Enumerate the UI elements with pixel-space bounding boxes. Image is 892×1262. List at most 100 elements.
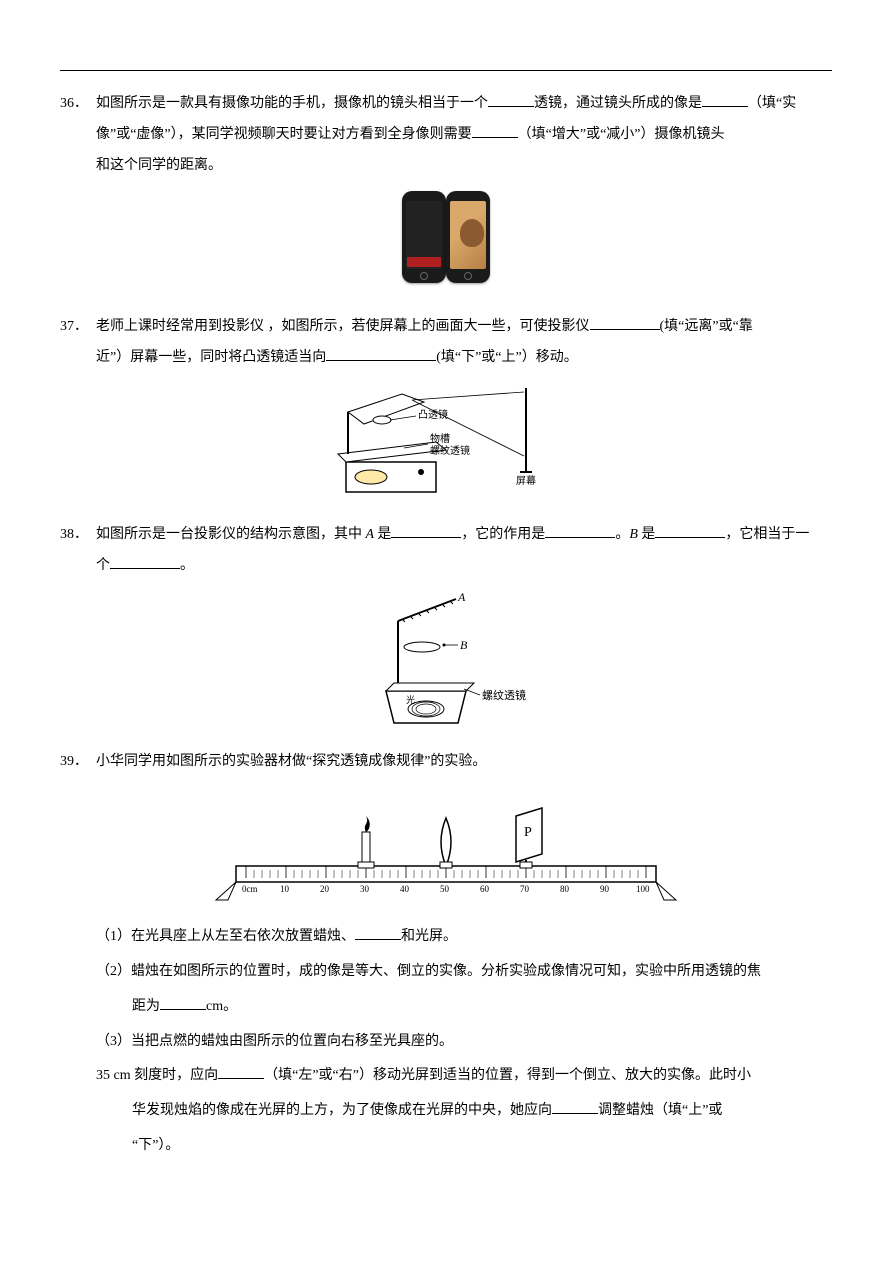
blank[interactable] (655, 524, 725, 538)
q39-s1b: 和光屏。 (401, 929, 457, 944)
q38-italic-b: B (629, 527, 641, 542)
q37-line2: 近”）屏幕一些，同时将凸透镜适当向 (填“下”或“上”）移动。 (96, 343, 832, 374)
blank[interactable] (110, 555, 180, 569)
q39-figure-bench: 0cm 10 20 30 40 50 60 70 80 90 100 (60, 788, 832, 908)
q36-figure-phones (60, 191, 832, 296)
q38-line1: 38． 如图所示是一台投影仪的结构示意图，其中 A 是，它的作用是。B 是，它相… (60, 520, 832, 551)
q38-italic-a: A (366, 527, 378, 542)
q36-t3: 和这个同学的距离。 (96, 158, 222, 173)
svg-text:80: 80 (560, 884, 570, 894)
candle-icon (358, 816, 374, 868)
question-38: 38． 如图所示是一台投影仪的结构示意图，其中 A 是，它的作用是。B 是，它相… (60, 520, 832, 732)
q39-s5a: 华发现烛焰的像成在光屏的上方，为了使像成在光屏的中央，她应向 (132, 1103, 552, 1118)
label-screen: 屏幕 (516, 474, 536, 487)
q39-s6: “下”）。 (132, 1138, 179, 1153)
q39-number: 39． (60, 747, 96, 778)
q39-s4a: 35 cm 刻度时，应向 (96, 1068, 218, 1083)
phone-left (402, 191, 446, 283)
q36-line3: 和这个同学的距离。 (96, 151, 832, 182)
q38-number: 38． (60, 520, 96, 551)
svg-text:光: 光 (406, 694, 415, 705)
svg-text:P: P (524, 825, 532, 840)
screen-icon: P (516, 808, 542, 868)
q36-body-line1: 如图所示是一款具有摄像功能的手机，摄像机的镜头相当于一个透镜，通过镜头所成的像是… (96, 89, 832, 120)
svg-text:90: 90 (600, 884, 610, 894)
label-fresnel-b: 螺纹透镜 (482, 688, 526, 702)
q38-body-line1: 如图所示是一台投影仪的结构示意图，其中 A 是，它的作用是。B 是，它相当于一 (96, 520, 832, 551)
q39-s3: （3）当把点燃的蜡烛由图所示的位置向右移至光具座的。 (96, 1034, 453, 1049)
label-objslot: 物槽 (430, 432, 450, 445)
q39-sub2-cont: 距为 cm。 (132, 992, 832, 1023)
phones-pair (402, 191, 490, 283)
q39-s1a: （1）在光具座上从左至右依次放置蜡烛、 (96, 929, 355, 944)
blank[interactable] (391, 524, 461, 538)
question-39: 39． 小华同学用如图所示的实验器材做“探究透镜成像规律”的实验。 (60, 747, 832, 1161)
phone-right-screen (450, 201, 486, 269)
svg-text:100: 100 (636, 884, 650, 894)
svg-text:30: 30 (360, 884, 370, 894)
blank[interactable] (545, 524, 615, 538)
q37-number: 37． (60, 312, 96, 343)
q37-t1a: 老师上课时经常用到投影仪 ，如图所示，若使屏幕上的画面大一些，可使投影仪 (96, 319, 590, 334)
q39-line1: 39． 小华同学用如图所示的实验器材做“探究透镜成像规律”的实验。 (60, 747, 832, 778)
projector-b-svg-icon: 光 A B 螺纹透镜 (346, 591, 546, 731)
svg-text:10: 10 (280, 884, 290, 894)
svg-text:50: 50 (440, 884, 450, 894)
label-a: A (457, 591, 466, 604)
q36-line1: 36． 如图所示是一款具有摄像功能的手机，摄像机的镜头相当于一个透镜，通过镜头所… (60, 89, 832, 120)
q37-t2b: (填“下”或“上”）移动。 (436, 350, 578, 365)
q37-body-line1: 老师上课时经常用到投影仪 ，如图所示，若使屏幕上的画面大一些，可使投影仪(填“远… (96, 312, 832, 343)
blank[interactable] (472, 124, 518, 138)
q38-t2a: 个 (96, 558, 110, 573)
q39-s2b: 距为 (132, 999, 160, 1014)
q39-sub3: （3）当把点燃的蜡烛由图所示的位置向右移至光具座的。 (96, 1027, 832, 1058)
phone-right-face-icon (460, 219, 484, 247)
q36-t2b: （填“增大”或“减小”）摄像机镜头 (518, 127, 725, 142)
q39-sub6: “下”）。 (132, 1131, 832, 1162)
phone-right-home-icon (464, 272, 472, 280)
svg-text:60: 60 (480, 884, 490, 894)
q37-figure-projector: 凸透镜 物槽 螺纹透镜 屏幕 (60, 384, 832, 504)
q39-s2c: cm。 (206, 999, 237, 1014)
q39-sub4: 35 cm 刻度时，应向 （填“左”或“右”）移动光屏到适当的位置，得到一个倒立、… (96, 1061, 832, 1092)
blank[interactable] (326, 347, 436, 361)
label-convex: 凸透镜 (418, 408, 448, 421)
projector-svg-icon: 凸透镜 物槽 螺纹透镜 屏幕 (316, 384, 576, 504)
q38-t1e: 是 (641, 527, 655, 542)
q39-s4b: （填“左”或“右”）移动光屏到适当的位置，得到一个倒立、放大的实像。此时小 (264, 1068, 751, 1083)
label-b: B (460, 638, 468, 652)
svg-text:20: 20 (320, 884, 330, 894)
phone-left-home-icon (420, 272, 428, 280)
phone-right (446, 191, 490, 283)
blank[interactable] (160, 996, 206, 1010)
blank[interactable] (488, 93, 534, 107)
q38-figure-projector: 光 A B 螺纹透镜 (60, 591, 832, 731)
q38-t2b: 。 (180, 558, 194, 573)
optics-bench-svg-icon: 0cm 10 20 30 40 50 60 70 80 90 100 (206, 788, 686, 908)
blank[interactable] (702, 93, 748, 107)
phone-left-callbar (407, 257, 441, 267)
q38-t1a: 如图所示是一台投影仪的结构示意图，其中 (96, 527, 366, 542)
q39-sub5: 华发现烛焰的像成在光屏的上方，为了使像成在光屏的中央，她应向调整蜡烛（填“上”或 (132, 1096, 832, 1127)
q39-intro: 小华同学用如图所示的实验器材做“探究透镜成像规律”的实验。 (96, 747, 832, 778)
question-37: 37． 老师上课时经常用到投影仪 ，如图所示，若使屏幕上的画面大一些，可使投影仪… (60, 312, 832, 504)
q36-line2: 像”或“虚像”），某同学视频聊天时要让对方看到全身像则需要 （填“增大”或“减小”… (96, 120, 832, 151)
lens-icon (440, 818, 452, 868)
page-top-rule (60, 70, 832, 71)
blank[interactable] (218, 1065, 264, 1079)
q39-sub1: （1）在光具座上从左至右依次放置蜡烛、 和光屏。 (96, 922, 832, 953)
svg-text:40: 40 (400, 884, 410, 894)
blank[interactable] (355, 926, 401, 940)
q36-number: 36． (60, 89, 96, 120)
q37-line1: 37． 老师上课时经常用到投影仪 ，如图所示，若使屏幕上的画面大一些，可使投影仪… (60, 312, 832, 343)
q39-sub2: （2）蜡烛在如图所示的位置时，成的像是等大、倒立的实像。分析实验成像情况可知，实… (96, 957, 832, 988)
q36-t1c: （填“实 (748, 96, 796, 111)
blank[interactable] (590, 316, 660, 330)
q38-t1f: ，它相当于一 (725, 527, 809, 542)
label-fresnel: 螺纹透镜 (430, 444, 470, 457)
blank[interactable] (552, 1100, 598, 1114)
q36-t2a: 像”或“虚像”），某同学视频聊天时要让对方看到全身像则需要 (96, 127, 472, 142)
bench-0cm: 0cm (242, 884, 258, 894)
q37-t2a: 近”）屏幕一些，同时将凸透镜适当向 (96, 350, 326, 365)
question-36: 36． 如图所示是一款具有摄像功能的手机，摄像机的镜头相当于一个透镜，通过镜头所… (60, 89, 832, 296)
